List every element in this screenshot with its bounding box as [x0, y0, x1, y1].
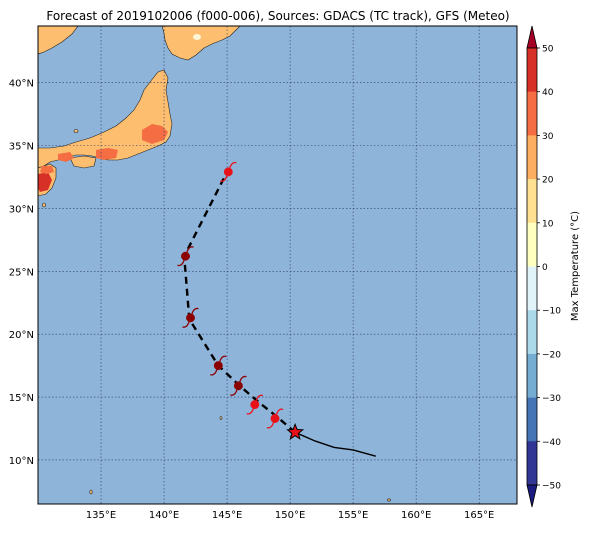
ocean-background — [38, 26, 517, 504]
lon-tick-label: 155°E — [338, 510, 368, 521]
japan-landmass — [38, 26, 391, 502]
colorbar-band — [527, 266, 537, 311]
typhoon-icon — [182, 307, 199, 328]
warm-patch-kansai — [96, 148, 118, 160]
colorbar-tick-label: 50 — [542, 45, 554, 55]
storm-markers — [177, 161, 284, 429]
colorbar-tick-label: 40 — [542, 88, 554, 98]
colorbar-band — [527, 310, 537, 355]
island-sado — [73, 129, 79, 133]
colorbar-tick-label: 0 — [542, 263, 548, 273]
lat-tick-label: 40°N — [9, 79, 34, 90]
warm-patch-west — [58, 152, 74, 162]
lat-tick-label: 20°N — [9, 330, 34, 341]
colorbar-band — [527, 179, 537, 224]
colorbar-band — [527, 135, 537, 180]
colorbar-tick-label: −30 — [542, 394, 561, 404]
island-east — [387, 498, 391, 502]
land-northwest-corner — [38, 26, 79, 55]
island-minamitori — [219, 416, 223, 420]
map-area: 135°E 140°E 145°E 150°E 155°E 160°E 165°E 10°N 1… — [9, 25, 518, 521]
land-shikoku — [69, 155, 97, 169]
colorbar-tick-label: −20 — [542, 350, 561, 360]
graticule — [38, 26, 517, 504]
lon-tick-label: 145°E — [212, 510, 242, 521]
colorbar-band — [527, 441, 537, 486]
colorbar-band — [527, 353, 537, 398]
lat-tick-label: 35°N — [9, 142, 34, 153]
typhoon-icon — [230, 375, 247, 396]
colorbar-band — [527, 91, 537, 136]
past-track-line — [294, 431, 376, 457]
colorbar-tick-label: −50 — [542, 482, 561, 492]
colorbar-tick-label: 20 — [542, 176, 554, 186]
typhoon-icon — [246, 394, 264, 415]
island-tanegashima — [42, 202, 46, 208]
figure-title: Forecast of 2019102006 (f000-006), Sourc… — [46, 9, 509, 23]
lon-tick-label: 140°E — [149, 510, 179, 521]
colorbar-tick-label: −40 — [542, 438, 561, 448]
lat-tick-label: 10°N — [9, 456, 34, 467]
hot-patch-kyushu — [38, 172, 52, 192]
lon-tick-label: 160°E — [401, 510, 431, 521]
colorbar-extend-min — [526, 484, 538, 508]
lon-tick-label: 135°E — [86, 510, 116, 521]
typhoon-icon — [220, 161, 237, 182]
typhoon-icon — [177, 246, 194, 267]
colorbar-extend-max — [526, 25, 538, 49]
colorbar-tick-label: 30 — [542, 132, 554, 142]
colorbar-band — [527, 48, 537, 92]
typhoon-icon — [266, 408, 284, 429]
colorbar-band — [527, 222, 537, 267]
colorbar-label: Max Temperature (°C) — [570, 211, 581, 321]
lon-tick-label: 165°E — [464, 510, 494, 521]
lat-tick-label: 30°N — [9, 204, 34, 215]
colorbar-tick-label: −10 — [542, 307, 561, 317]
lon-tick-label: 150°E — [275, 510, 305, 521]
colorbar-tick-label: 10 — [542, 219, 554, 229]
typhoon-icon — [210, 355, 227, 376]
warm-patch-kanto — [142, 124, 168, 144]
cool-spot-hokkaido — [193, 34, 201, 40]
axis-labels: 135°E 140°E 145°E 150°E 155°E 160°E 165°E 10°N 1… — [9, 79, 495, 521]
land-hokkaido — [161, 26, 241, 61]
warm-patch-kyushu-north — [40, 166, 54, 174]
colorbar-band — [527, 397, 537, 442]
land-honshu — [38, 69, 173, 171]
colorbar: 50 40 30 20 10 0 −10 −20 −30 −40 −50 — [526, 25, 561, 508]
lat-tick-label: 15°N — [9, 393, 34, 404]
island-south — [89, 489, 93, 495]
current-position-star-icon — [286, 422, 305, 440]
lat-tick-label: 25°N — [9, 267, 34, 278]
map-frame — [37, 25, 518, 505]
